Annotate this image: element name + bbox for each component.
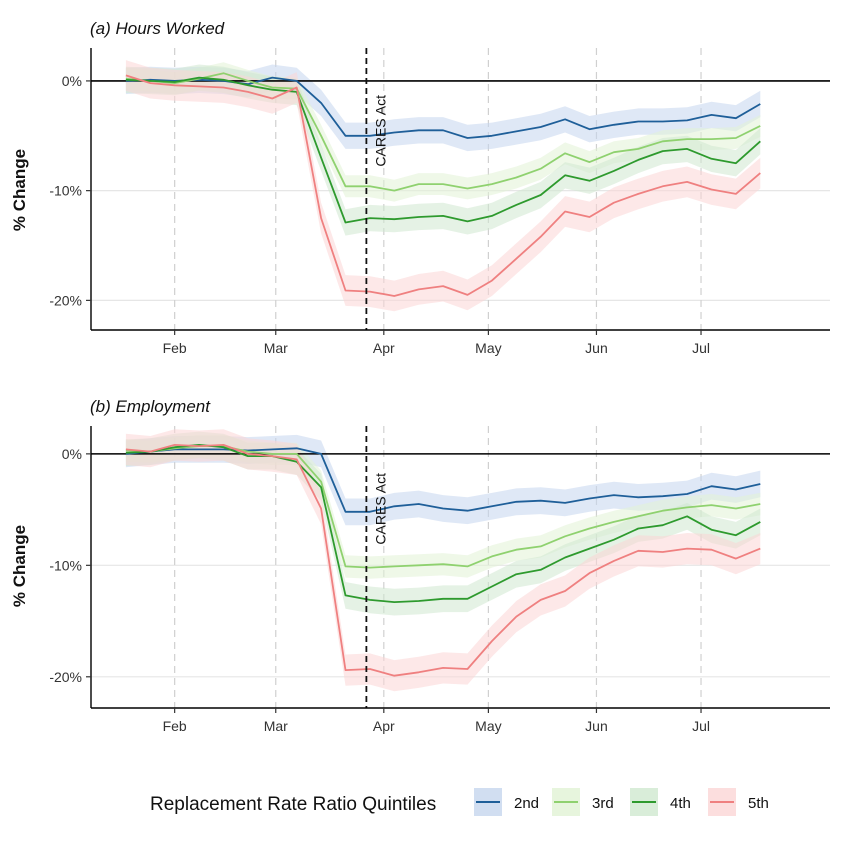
ribbon-5th <box>125 429 761 692</box>
x-tick-label: May <box>475 718 501 734</box>
panel-b-title: (b) Employment <box>90 397 211 416</box>
x-tick-label: Feb <box>163 718 187 734</box>
x-tick-label: Jun <box>585 718 608 734</box>
legend-label-2nd: 2nd <box>514 795 539 812</box>
y-tick-label: -10% <box>49 557 82 573</box>
y-tick-label: -20% <box>49 669 82 685</box>
panel-employment: (b) Employment % Change CARES Act 0% -10% -… <box>10 397 830 734</box>
x-tick-label: Apr <box>373 340 395 356</box>
legend-items: 2nd 3rd 4th 5th <box>474 788 769 816</box>
series-line-4th <box>125 443 761 603</box>
y-tick-label: 0% <box>62 73 82 89</box>
y-tick-label: -10% <box>49 183 82 199</box>
legend-item-4th: 4th <box>630 788 691 816</box>
y-tick-label: -20% <box>49 292 82 308</box>
legend-label-3rd: 3rd <box>592 795 614 812</box>
cares-act-label: CARES Act <box>372 95 388 167</box>
x-tick-label: Jun <box>585 340 608 356</box>
legend: Replacement Rate Ratio Quintiles 2nd 3rd 4… <box>150 788 769 816</box>
panel-b-plot-area: CARES Act 0% -10% -20% Feb Mar Apr May Jun Jul <box>49 426 830 734</box>
x-tick-label: Jul <box>692 718 710 734</box>
legend-item-2nd: 2nd <box>474 788 539 816</box>
series-line-3rd <box>125 72 761 192</box>
cares-act-label: CARES Act <box>372 473 388 545</box>
x-tick-label: Feb <box>163 340 187 356</box>
panel-a-ylabel: % Change <box>10 149 29 231</box>
x-tick-label: May <box>475 340 501 356</box>
x-tick-label: Jul <box>692 340 710 356</box>
series-line-5th <box>125 74 761 297</box>
panel-a-title: (a) Hours Worked <box>90 19 225 38</box>
series-line-5th <box>125 443 761 677</box>
x-tick-label: Mar <box>264 340 288 356</box>
panel-a-plot-area: CARES Act 0% -10% -20% Feb Mar Apr May Jun Jul <box>49 48 830 356</box>
x-tick-label: Mar <box>264 718 288 734</box>
legend-title: Replacement Rate Ratio Quintiles <box>150 794 436 815</box>
legend-label-5th: 5th <box>748 795 769 812</box>
y-tick-label: 0% <box>62 446 82 462</box>
x-tick-label: Apr <box>373 718 395 734</box>
legend-label-4th: 4th <box>670 795 691 812</box>
panel-b-ylabel: % Change <box>10 525 29 607</box>
panel-hours-worked: (a) Hours Worked % Change CARES Act 0% -10… <box>10 19 830 356</box>
legend-item-5th: 5th <box>708 788 769 816</box>
series-line-4th <box>125 76 761 224</box>
legend-item-3rd: 3rd <box>552 788 614 816</box>
